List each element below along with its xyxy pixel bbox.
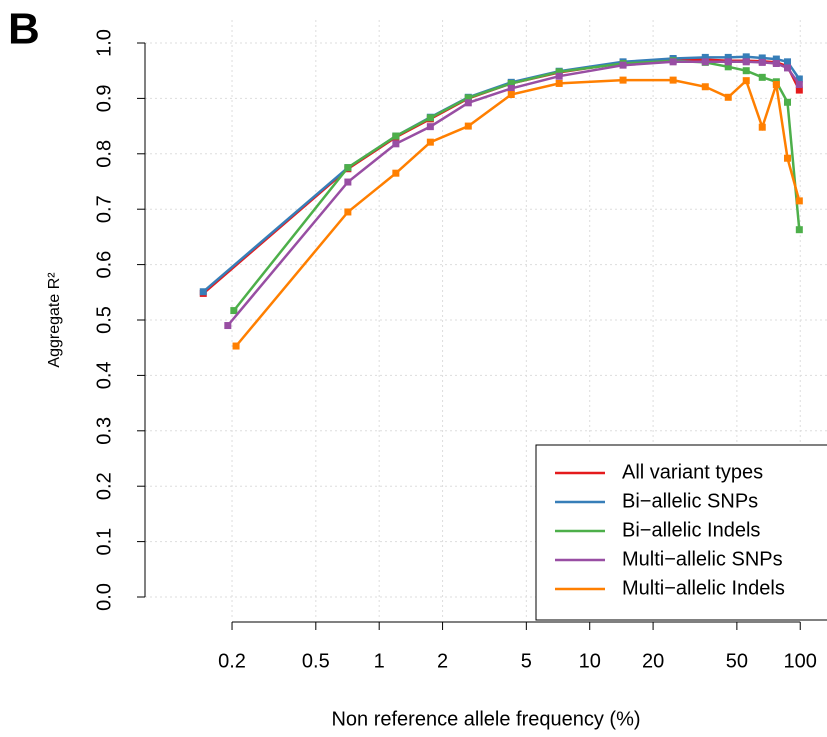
series-line <box>232 59 801 312</box>
point <box>758 58 766 66</box>
point <box>669 76 677 84</box>
y-tick-label: 0.5 <box>93 306 115 334</box>
series-line <box>235 78 801 347</box>
x-tick-label: 0.2 <box>218 650 246 672</box>
y-tick-label: 0.2 <box>93 472 115 500</box>
point <box>232 342 240 350</box>
point <box>464 94 472 102</box>
point <box>344 164 352 172</box>
point <box>464 99 472 107</box>
y-axis-label: Aggregate R² <box>46 272 63 368</box>
point <box>795 226 803 234</box>
y-tick-label: 0.6 <box>93 251 115 279</box>
x-tick-label: 20 <box>642 650 664 672</box>
legend-label: All variant types <box>622 461 763 483</box>
x-tick-label: 2 <box>437 650 448 672</box>
y-tick-label: 0.0 <box>93 583 115 611</box>
point <box>795 81 803 89</box>
point <box>464 122 472 130</box>
point <box>224 322 232 330</box>
point <box>344 208 352 216</box>
y-tick-label: 0.9 <box>93 84 115 112</box>
point <box>784 58 792 66</box>
point <box>555 72 563 80</box>
point <box>758 54 766 62</box>
point <box>784 154 792 162</box>
x-tick-label: 50 <box>726 650 748 672</box>
x-tick-label: 5 <box>521 650 532 672</box>
point <box>426 138 434 146</box>
point <box>701 83 709 91</box>
point <box>701 58 709 66</box>
point <box>795 86 803 94</box>
point <box>230 307 238 315</box>
y-tick-label: 0.4 <box>93 361 115 389</box>
x-tick-label: 10 <box>579 650 601 672</box>
point <box>392 169 400 177</box>
point <box>555 68 563 76</box>
point <box>724 93 732 101</box>
y-tick-label: 0.1 <box>93 528 115 556</box>
legend-label: Bi−allelic Indels <box>622 519 760 541</box>
point <box>784 98 792 106</box>
x-tick-label: 0.5 <box>302 650 330 672</box>
point <box>742 53 750 61</box>
x-axis-label: Non reference allele frequency (%) <box>331 708 640 730</box>
point <box>742 77 750 85</box>
legend-label: Bi−allelic SNPs <box>622 490 758 512</box>
point <box>507 84 515 92</box>
panel-label: B <box>8 5 40 54</box>
point <box>724 58 732 66</box>
point <box>426 114 434 122</box>
point <box>742 67 750 75</box>
y-tick-label: 0.7 <box>93 195 115 223</box>
y-tick-label: 1.0 <box>93 29 115 57</box>
point <box>742 58 750 66</box>
x-tick-label: 100 <box>784 650 817 672</box>
point <box>555 79 563 87</box>
point <box>772 59 780 67</box>
point <box>392 132 400 140</box>
point <box>758 73 766 81</box>
point <box>701 53 709 61</box>
point <box>199 288 207 296</box>
point <box>669 58 677 66</box>
point <box>784 64 792 72</box>
legend-label: Multi−allelic SNPs <box>622 548 783 570</box>
point <box>795 75 803 83</box>
point <box>426 123 434 131</box>
y-tick-label: 0.3 <box>93 417 115 445</box>
point <box>619 61 627 69</box>
point <box>344 178 352 186</box>
point <box>795 197 803 205</box>
legend-label: Multi−allelic Indels <box>622 577 785 599</box>
x-tick-label: 1 <box>374 650 385 672</box>
y-tick-label: 0.8 <box>93 140 115 168</box>
point <box>724 63 732 71</box>
point <box>619 76 627 84</box>
series-line <box>226 60 801 327</box>
point <box>507 91 515 99</box>
point <box>772 81 780 89</box>
point <box>507 79 515 87</box>
point <box>772 55 780 63</box>
series-line <box>202 58 801 295</box>
point <box>758 123 766 131</box>
point <box>724 53 732 61</box>
point <box>392 140 400 148</box>
